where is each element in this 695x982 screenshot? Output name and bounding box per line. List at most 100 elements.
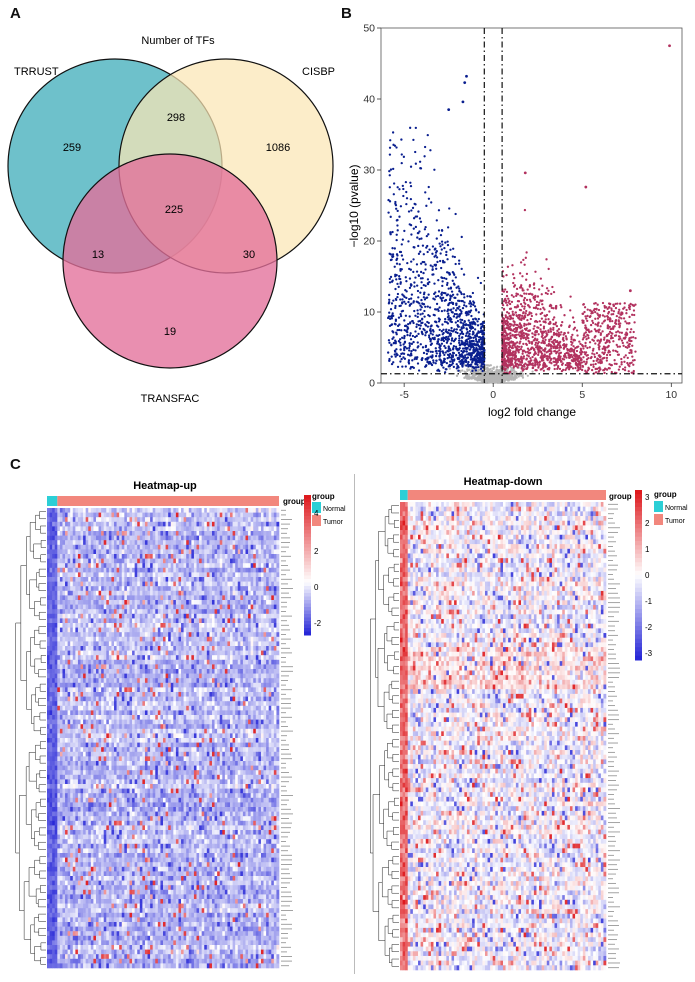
heatmap-cell [77, 531, 81, 536]
volcano-point-ns [496, 373, 499, 377]
heatmap-cell [144, 558, 148, 564]
heatmap-cell [88, 512, 92, 518]
heatmap-cell [83, 517, 86, 523]
volcano-point-up [570, 347, 573, 350]
volcano-point-up [514, 355, 518, 359]
heatmap-cell [147, 521, 151, 527]
venn-set-transfac [62, 153, 278, 369]
heatmap-cell [70, 544, 74, 550]
heatmap-cell [160, 517, 164, 523]
volcano-point-down [474, 349, 477, 353]
heatmap-cell [98, 535, 102, 541]
volcano-point-up [607, 332, 610, 336]
heatmap-cell [52, 535, 56, 541]
heatmap-cell [230, 535, 233, 541]
heatmap-cell [178, 512, 182, 518]
heatmap-cell [196, 554, 200, 559]
volcano-point-up [537, 365, 540, 368]
volcano-point-up [508, 322, 511, 326]
heatmap-cell [253, 535, 257, 541]
heatmap-cell [232, 512, 236, 518]
volcano-point-down [408, 344, 411, 348]
volcano-point-down [468, 337, 471, 340]
volcano-point-up [501, 322, 504, 325]
volcano-point-up [552, 360, 555, 363]
volcano-point-up [625, 312, 628, 315]
volcano-point-up [537, 351, 540, 354]
volcano-point-up [515, 346, 518, 350]
heatmap-cell [157, 512, 161, 518]
volcano-point-up [570, 337, 573, 341]
heatmap-cell [57, 517, 61, 523]
volcano-point-up [569, 340, 573, 343]
volcano-point-up [550, 336, 553, 339]
heatmap-cell [168, 531, 172, 536]
heatmap-cell [250, 512, 254, 518]
heatmap-cell [111, 508, 115, 513]
volcano-point-up [574, 366, 577, 370]
heatmap-cell [75, 544, 79, 550]
heatmap-cell [111, 526, 115, 532]
heatmap-cell [47, 549, 50, 555]
heatmap-cell [219, 540, 223, 546]
volcano-point-up [502, 341, 505, 345]
volcano-point-down [447, 347, 450, 350]
heatmap-cell [124, 517, 128, 523]
heatmap-cell [47, 535, 50, 541]
heatmap-cell [157, 526, 161, 532]
volcano-point-down [432, 359, 435, 362]
volcano-point-down [477, 340, 481, 343]
volcano-point-up [599, 355, 602, 358]
volcano-point-up [515, 292, 518, 295]
volcano-point-ns [489, 367, 492, 371]
heatmap-cell [80, 521, 84, 527]
heatmap-cell [103, 526, 107, 532]
volcano-point-up [567, 368, 571, 371]
volcano-point-down [393, 353, 396, 356]
heatmap-cell [108, 512, 112, 518]
volcano-point-up [525, 323, 528, 326]
volcano-point-up [503, 329, 507, 332]
volcano-point-up [559, 303, 562, 307]
volcano-point-up [545, 351, 548, 354]
heatmap-cell [75, 526, 79, 532]
volcano-point-down [456, 365, 459, 368]
heatmap-cell [126, 535, 130, 541]
venn-diagram: Number of TFs TRRUST CISBP TRANSFAC 259 … [7, 35, 335, 405]
volcano-point-down [402, 343, 405, 346]
heatmap-cell [165, 540, 169, 546]
volcano-point-up [531, 332, 534, 335]
heatmap-cell [181, 549, 184, 555]
heatmap-cell [77, 535, 81, 541]
heatmap-divider [354, 474, 355, 974]
heatmap-cell [170, 544, 174, 550]
volcano-point-up [563, 314, 566, 317]
volcano-point-down [452, 247, 455, 250]
volcano-point-up [552, 333, 556, 336]
heatmap-cell [126, 512, 130, 518]
heatmap-cell [137, 517, 141, 523]
volcano-point-down [388, 281, 392, 284]
heatmap-cell [222, 521, 226, 527]
volcano-point-down [441, 284, 444, 288]
heatmap-cell [88, 549, 92, 555]
heatmap-cell [196, 544, 200, 550]
volcano-point-down [400, 329, 403, 332]
volcano-point-up [535, 369, 538, 372]
heatmap-cell [214, 508, 218, 513]
volcano-point-up [510, 351, 514, 355]
volcano-point-down [461, 306, 465, 310]
volcano-point-down [465, 364, 468, 367]
heatmap-cell [108, 558, 112, 564]
volcano-point-down [441, 259, 445, 263]
volcano-point-down [443, 371, 447, 374]
heatmap-cell [129, 544, 133, 550]
volcano-point-down [460, 235, 463, 239]
heatmap-cell [142, 531, 146, 536]
heatmap-cell [67, 558, 71, 564]
heatmap-cell [196, 526, 200, 532]
heatmap-cell [186, 554, 190, 559]
volcano-point-up [606, 315, 609, 318]
heatmap-cell [206, 535, 210, 541]
volcano-point-down [409, 332, 412, 335]
